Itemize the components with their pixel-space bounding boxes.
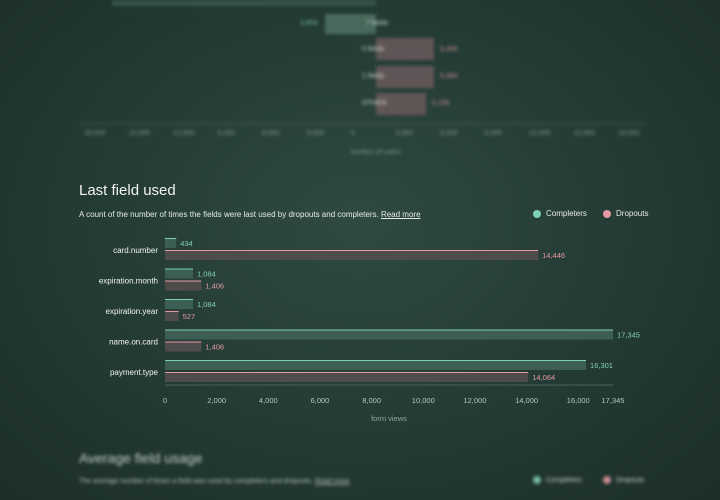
dropouts-value-label: 527 [183, 312, 196, 321]
x-tick-label: 12,000 [463, 396, 486, 405]
top-bar-dropouts [376, 93, 426, 115]
next-section: Average field usage The average number o… [0, 440, 720, 500]
dropouts-value-label: 14,064 [532, 373, 555, 382]
read-more-link[interactable]: Read more [380, 210, 421, 219]
completers-bar [165, 329, 613, 340]
top-row-left-value: 3,953 [300, 20, 318, 27]
next-read-more-link[interactable]: Read more [314, 478, 350, 485]
x-tick-label: 0 [163, 396, 167, 405]
top-row-right-value: 5,484 [440, 73, 458, 80]
top-axis-tick: 15,000 [128, 130, 150, 137]
completers-value-label: 16,301 [590, 361, 613, 370]
top-bar-partial [112, 0, 376, 6]
top-bar-dropouts [376, 38, 434, 60]
top-axis-tick: 12,000 [529, 130, 551, 137]
dropouts-bar [165, 280, 202, 291]
x-tick-label: 16,000 [567, 396, 590, 405]
previous-chart: 3,953 7 fields 0 fields 5,484 1 fields 5… [0, 0, 720, 160]
top-axis-tick: 0 [351, 130, 355, 137]
top-axis-line [80, 123, 646, 124]
category-label: expiration.month [99, 277, 158, 286]
section-subtitle-text: A count of the number of times the field… [79, 210, 379, 219]
dropouts-value-label: 1,406 [205, 282, 224, 291]
top-axis-tick: 6,000 [440, 130, 458, 137]
dropouts-value-label: 1,406 [205, 343, 224, 352]
completers-value-label: 1,084 [197, 300, 216, 309]
completers-bar [165, 299, 193, 309]
dropouts-bar [165, 341, 202, 352]
section-subtitle: A count of the number of times the field… [79, 210, 421, 219]
category-label: expiration.year [106, 307, 159, 316]
next-legend-completers: Completers [533, 476, 582, 484]
top-row-label: 1 fields [362, 73, 385, 80]
next-section-subtitle-text: The average number of times a field was … [79, 478, 313, 485]
completers-bar [165, 360, 587, 370]
legend-completers[interactable]: Completers [533, 209, 587, 218]
x-tick-label: 10,000 [412, 396, 435, 405]
legend-dropouts[interactable]: Dropouts [603, 209, 648, 218]
top-axis-tick: 9,000 [217, 130, 236, 137]
dropouts-bar [165, 250, 539, 260]
top-axis-tick: 18,000 [84, 130, 106, 137]
category-label: card.number [113, 246, 158, 255]
dropouts-bar [165, 311, 179, 321]
top-axis-tick: 15,000 [573, 130, 595, 137]
completers-value-label: 434 [180, 239, 193, 248]
completers-value-label: 17,345 [617, 331, 640, 340]
last-field-chart: card.number 434 14,446 expiration.month 1,08… [99, 238, 640, 423]
section-title: Last field used [79, 182, 176, 199]
top-row-right-value: 5,484 [440, 46, 458, 53]
dropouts-dot-icon [603, 476, 611, 484]
top-axis-tick: 3,000 [395, 130, 414, 137]
category-label: name.on.card [109, 338, 158, 347]
next-legend-dropouts-label: Dropouts [616, 476, 645, 484]
top-axis-tick: 18,000 [618, 130, 640, 137]
x-tick-label: 14,000 [515, 396, 538, 405]
completers-bar [165, 268, 193, 279]
next-legend-completers-label: Completers [546, 476, 582, 484]
completers-dot-icon [533, 209, 541, 218]
top-row-label: OTHER [362, 100, 387, 107]
category-label: payment.type [110, 368, 159, 377]
x-tick-label: 8,000 [362, 396, 381, 405]
top-axis-tick: 12,000 [173, 130, 195, 137]
x-tick-label: 17,345 [602, 396, 625, 405]
completers-value-label: 1,084 [197, 270, 216, 279]
legend-completers-label: Completers [546, 209, 587, 218]
dropouts-value-label: 14,446 [542, 251, 565, 260]
completers-bar [165, 238, 177, 248]
top-row-label: 7 fields [366, 20, 389, 27]
top-row-right-value: 5,156 [432, 100, 450, 107]
dropouts-dot-icon [603, 209, 611, 218]
x-tick-label: 4,000 [259, 396, 278, 405]
next-legend-dropouts: Dropouts [603, 476, 644, 484]
top-axis-tick: 3,000 [306, 130, 325, 137]
top-bar-completers [325, 14, 376, 34]
top-bar-dropouts [376, 66, 434, 88]
next-section-subtitle: The average number of times a field was … [79, 478, 349, 485]
x-tick-label: 2,000 [207, 396, 226, 405]
legend-dropouts-label: Dropouts [616, 209, 649, 218]
top-axis-tick: 6,000 [262, 130, 280, 137]
completers-dot-icon [533, 476, 541, 484]
top-axis-label: number of users [350, 149, 401, 156]
next-section-title: Average field usage [79, 450, 203, 466]
x-tick-label: 6,000 [311, 396, 330, 405]
top-axis-tick: 9,000 [484, 130, 503, 137]
x-axis-label: form views [371, 414, 407, 423]
top-row-label: 0 fields [362, 46, 385, 53]
dropouts-bar [165, 372, 529, 382]
